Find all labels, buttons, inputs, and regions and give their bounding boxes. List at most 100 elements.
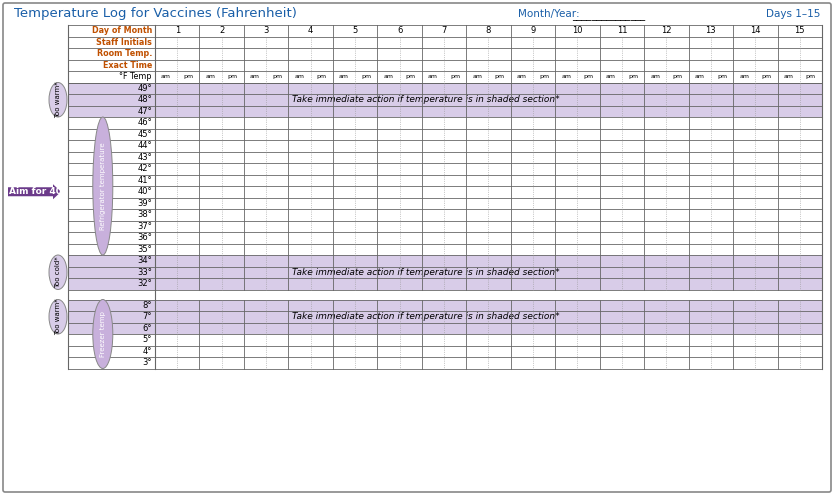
- Text: Too cold*: Too cold*: [55, 256, 61, 288]
- Bar: [68, 105, 822, 117]
- Text: am: am: [250, 74, 260, 79]
- Text: pm: pm: [717, 74, 727, 79]
- Text: pm: pm: [584, 74, 594, 79]
- Text: Month/Year:: Month/Year:: [518, 9, 580, 19]
- Text: am: am: [739, 74, 749, 79]
- Text: Refrigerator temperature: Refrigerator temperature: [100, 142, 106, 230]
- Text: 14: 14: [750, 26, 761, 35]
- Text: 33°: 33°: [137, 268, 152, 277]
- Text: 44°: 44°: [138, 141, 152, 150]
- Text: pm: pm: [317, 74, 327, 79]
- Text: pm: pm: [228, 74, 238, 79]
- Text: am: am: [561, 74, 571, 79]
- Text: pm: pm: [495, 74, 505, 79]
- Text: am: am: [651, 74, 661, 79]
- Text: am: am: [206, 74, 215, 79]
- Text: _______________: _______________: [572, 11, 646, 21]
- Text: 37°: 37°: [137, 222, 152, 231]
- Text: 4°: 4°: [143, 347, 152, 356]
- Text: Take immediate action if temperature is in shaded section*: Take immediate action if temperature is …: [293, 312, 560, 321]
- Text: 40°: 40°: [138, 187, 152, 196]
- Ellipse shape: [49, 255, 67, 290]
- Text: Staff Initials: Staff Initials: [96, 38, 152, 47]
- Text: 49°: 49°: [138, 84, 152, 93]
- Text: 34°: 34°: [138, 256, 152, 265]
- Text: 7: 7: [441, 26, 447, 35]
- Text: 3°: 3°: [143, 358, 152, 367]
- Text: 1: 1: [174, 26, 180, 35]
- Text: Take immediate action if temperature is in shaded section*: Take immediate action if temperature is …: [293, 268, 560, 277]
- Text: 7°: 7°: [143, 312, 152, 321]
- Text: 2: 2: [219, 26, 224, 35]
- Text: 5°: 5°: [143, 335, 152, 344]
- Text: pm: pm: [539, 74, 549, 79]
- Text: 11: 11: [616, 26, 627, 35]
- Text: pm: pm: [405, 74, 415, 79]
- Text: Freezer temp: Freezer temp: [100, 311, 106, 357]
- Text: Day of Month: Day of Month: [92, 26, 152, 35]
- Text: am: am: [161, 74, 171, 79]
- Text: am: am: [472, 74, 482, 79]
- Bar: [68, 83, 822, 94]
- Ellipse shape: [49, 299, 67, 334]
- Text: 41°: 41°: [138, 176, 152, 185]
- Text: 32°: 32°: [138, 279, 152, 288]
- Text: 43°: 43°: [138, 153, 152, 162]
- Text: pm: pm: [672, 74, 682, 79]
- Bar: [68, 255, 822, 266]
- Text: 42°: 42°: [138, 164, 152, 173]
- Text: am: am: [339, 74, 349, 79]
- Ellipse shape: [49, 83, 67, 117]
- Text: 15: 15: [795, 26, 805, 35]
- Text: 46°: 46°: [138, 118, 152, 127]
- Text: 12: 12: [661, 26, 671, 35]
- Text: pm: pm: [761, 74, 771, 79]
- Text: pm: pm: [361, 74, 371, 79]
- Bar: [68, 278, 822, 290]
- Text: Temperature Log for Vaccines (Fahrenheit): Temperature Log for Vaccines (Fahrenheit…: [14, 7, 297, 20]
- Text: am: am: [695, 74, 705, 79]
- FancyBboxPatch shape: [3, 3, 831, 492]
- Text: Take immediate action if temperature is in shaded section*: Take immediate action if temperature is …: [293, 95, 560, 104]
- Text: Room Temp.: Room Temp.: [97, 49, 152, 58]
- Text: am: am: [784, 74, 794, 79]
- Text: °F Temp: °F Temp: [119, 72, 152, 81]
- Text: am: am: [605, 74, 615, 79]
- Bar: [68, 299, 822, 311]
- Text: pm: pm: [450, 74, 460, 79]
- Bar: [68, 266, 822, 278]
- Text: 6°: 6°: [143, 324, 152, 333]
- Text: 39°: 39°: [138, 199, 152, 208]
- Text: Too warm*: Too warm*: [55, 298, 61, 335]
- Text: 5: 5: [353, 26, 358, 35]
- Text: am: am: [384, 74, 394, 79]
- Text: 4: 4: [308, 26, 314, 35]
- Text: 13: 13: [706, 26, 716, 35]
- Text: Days 1–15: Days 1–15: [766, 9, 820, 19]
- Text: 35°: 35°: [138, 245, 152, 254]
- Ellipse shape: [93, 117, 113, 255]
- Text: 45°: 45°: [138, 130, 152, 139]
- Text: 3: 3: [264, 26, 269, 35]
- FancyArrow shape: [8, 184, 61, 199]
- Text: pm: pm: [272, 74, 283, 79]
- Text: 8°: 8°: [143, 301, 152, 310]
- Text: am: am: [428, 74, 438, 79]
- Bar: [68, 94, 822, 105]
- Text: 48°: 48°: [138, 95, 152, 104]
- Text: pm: pm: [183, 74, 193, 79]
- Text: am: am: [294, 74, 304, 79]
- Text: Too warm*: Too warm*: [55, 82, 61, 118]
- Text: 10: 10: [572, 26, 583, 35]
- Text: 36°: 36°: [137, 233, 152, 242]
- Text: am: am: [517, 74, 527, 79]
- Text: pm: pm: [628, 74, 638, 79]
- Text: 47°: 47°: [138, 107, 152, 116]
- Ellipse shape: [93, 299, 113, 368]
- Bar: [68, 323, 822, 334]
- Text: pm: pm: [806, 74, 816, 79]
- Text: 8: 8: [486, 26, 491, 35]
- Text: Exact Time: Exact Time: [103, 61, 152, 70]
- Text: 38°: 38°: [137, 210, 152, 219]
- Text: 6: 6: [397, 26, 402, 35]
